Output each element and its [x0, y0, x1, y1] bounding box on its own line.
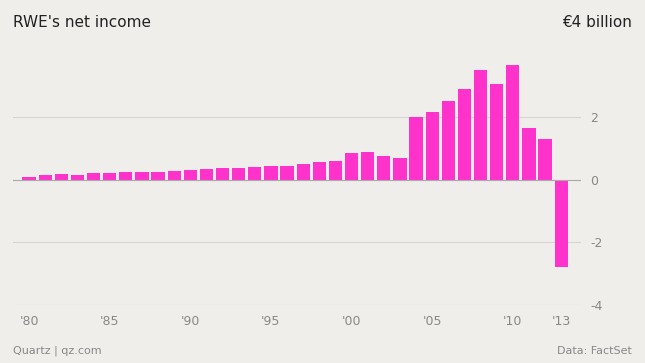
Text: RWE's net income: RWE's net income [13, 15, 151, 29]
Bar [152, 172, 164, 180]
Bar [135, 172, 148, 180]
Bar [329, 161, 342, 180]
Bar [555, 180, 568, 267]
Bar [442, 101, 455, 180]
Bar [539, 139, 551, 180]
Bar [313, 162, 326, 180]
Bar [200, 170, 213, 180]
Bar [216, 168, 229, 180]
Bar [377, 156, 390, 180]
Bar [248, 167, 261, 180]
Bar [168, 171, 181, 180]
Text: Quartz | qz.com: Quartz | qz.com [13, 345, 101, 356]
Bar [71, 175, 84, 180]
Bar [119, 172, 132, 180]
Bar [474, 70, 487, 180]
Bar [410, 117, 422, 180]
Bar [506, 65, 519, 180]
Bar [87, 174, 100, 180]
Bar [232, 168, 245, 180]
Bar [522, 128, 535, 180]
Bar [23, 176, 35, 180]
Bar [184, 170, 197, 180]
Bar [297, 164, 310, 180]
Bar [426, 113, 439, 180]
Text: Data: FactSet: Data: FactSet [557, 346, 632, 356]
Bar [55, 174, 68, 180]
Bar [103, 173, 116, 180]
Text: €4 billion: €4 billion [562, 15, 632, 29]
Bar [345, 153, 358, 180]
Bar [458, 89, 471, 180]
Bar [281, 166, 293, 180]
Bar [490, 84, 503, 180]
Bar [361, 151, 374, 180]
Bar [39, 175, 52, 180]
Bar [393, 158, 406, 180]
Bar [264, 166, 277, 180]
